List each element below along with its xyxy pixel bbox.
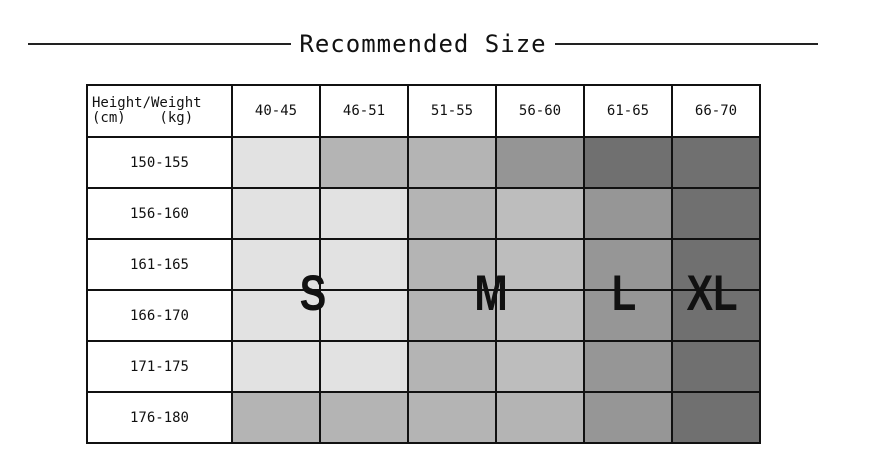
table-row: 166-170 xyxy=(86,289,761,342)
size-cell xyxy=(407,289,497,342)
size-cell xyxy=(231,187,321,240)
title-rule-left xyxy=(28,43,292,45)
weight-header: 46-51 xyxy=(319,84,409,138)
height-header: 171-175 xyxy=(86,340,233,393)
table-row: 171-175 xyxy=(86,340,761,393)
size-label-s: S xyxy=(299,265,327,321)
size-cell xyxy=(671,187,761,240)
size-cell xyxy=(319,238,409,291)
size-cell xyxy=(583,136,673,189)
size-cell xyxy=(671,391,761,444)
size-cell xyxy=(231,136,321,189)
size-cell xyxy=(495,340,585,393)
weight-header: 61-65 xyxy=(583,84,673,138)
size-cell xyxy=(319,391,409,444)
size-label-xl: XL xyxy=(686,265,738,321)
size-cell xyxy=(583,340,673,393)
size-cell xyxy=(231,238,321,291)
page-title: Recommended Size xyxy=(299,30,547,58)
size-cell xyxy=(407,187,497,240)
size-cell xyxy=(495,238,585,291)
size-cell xyxy=(407,238,497,291)
weight-header: 56-60 xyxy=(495,84,585,138)
size-cell xyxy=(407,391,497,444)
size-cell xyxy=(231,340,321,393)
size-cell xyxy=(671,136,761,189)
header-row: Height/Weight (cm) (kg) 40-45 46-51 51-55 56-… xyxy=(86,84,761,138)
weight-header: 40-45 xyxy=(231,84,321,138)
size-cell xyxy=(583,391,673,444)
size-cell xyxy=(319,187,409,240)
size-cell xyxy=(671,289,761,342)
size-cell xyxy=(671,340,761,393)
weight-header: 66-70 xyxy=(671,84,761,138)
height-header: 156-160 xyxy=(86,187,233,240)
size-cell xyxy=(319,136,409,189)
corner-line1: Height/Weight xyxy=(92,95,202,111)
height-header: 176-180 xyxy=(86,391,233,444)
size-cell xyxy=(583,238,673,291)
size-cell xyxy=(495,289,585,342)
corner-line2: (cm) (kg) xyxy=(92,110,194,126)
height-header: 150-155 xyxy=(86,136,233,189)
size-label-l: L xyxy=(611,265,637,321)
table-row: 150-155 xyxy=(86,136,761,189)
size-label-m: M xyxy=(474,265,508,321)
size-cell xyxy=(671,238,761,291)
size-cell xyxy=(495,391,585,444)
size-cell xyxy=(231,391,321,444)
height-header: 161-165 xyxy=(86,238,233,291)
size-cell xyxy=(407,340,497,393)
size-cell xyxy=(319,340,409,393)
size-cell xyxy=(495,187,585,240)
height-header: 166-170 xyxy=(86,289,233,342)
size-cell xyxy=(231,289,321,342)
size-cell xyxy=(583,187,673,240)
title-rule-right xyxy=(554,43,818,45)
size-cell xyxy=(583,289,673,342)
title-bar: Recommended Size xyxy=(28,26,818,62)
table-row: 176-180 xyxy=(86,391,761,444)
size-cell xyxy=(495,136,585,189)
size-cell xyxy=(407,136,497,189)
corner-header: Height/Weight (cm) (kg) xyxy=(86,84,233,138)
size-cell xyxy=(319,289,409,342)
table-row: 156-160 xyxy=(86,187,761,240)
table-row: 161-165 xyxy=(86,238,761,291)
size-table: Height/Weight (cm) (kg) 40-45 46-51 51-55 56-… xyxy=(86,84,761,444)
weight-header: 51-55 xyxy=(407,84,497,138)
